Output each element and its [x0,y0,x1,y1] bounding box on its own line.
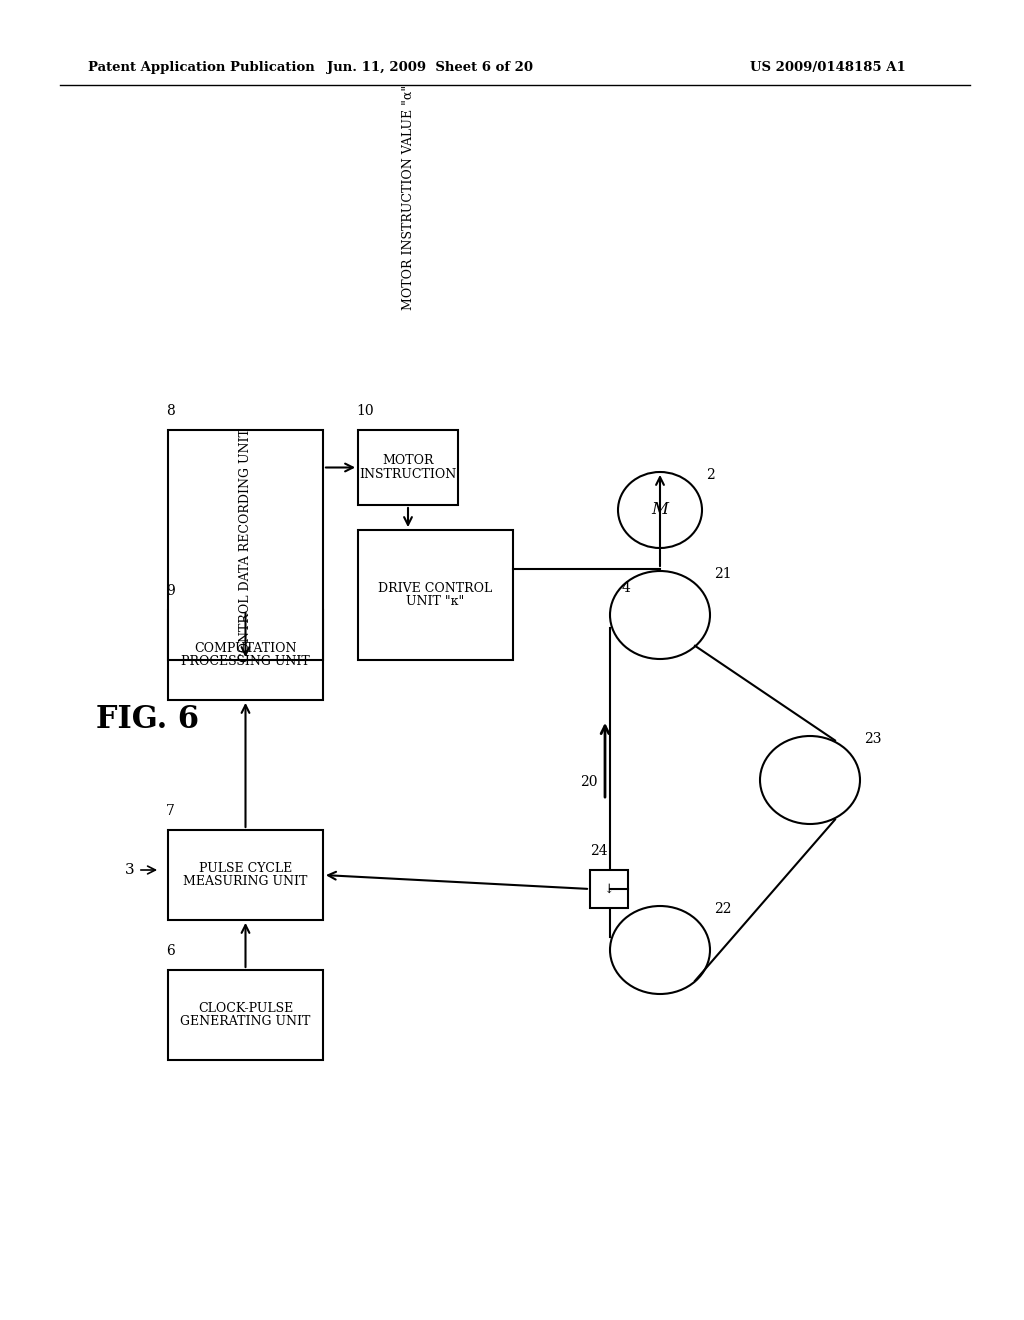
Text: 10: 10 [356,404,374,418]
Text: CLOCK-PULSE: CLOCK-PULSE [198,1002,293,1015]
Text: 4: 4 [622,581,630,595]
Text: 22: 22 [714,902,731,916]
Ellipse shape [610,572,710,659]
Text: US 2009/0148185 A1: US 2009/0148185 A1 [750,62,906,74]
Ellipse shape [760,737,860,824]
Text: FIG. 6: FIG. 6 [96,705,200,735]
Text: 24: 24 [590,843,607,858]
Text: 20: 20 [581,776,598,789]
Text: MOTOR: MOTOR [382,454,434,467]
Text: Jun. 11, 2009  Sheet 6 of 20: Jun. 11, 2009 Sheet 6 of 20 [327,62,534,74]
Text: COMPUTATION: COMPUTATION [195,642,297,655]
Text: 6: 6 [166,944,175,958]
Bar [358,531,513,660]
Text: 7: 7 [166,804,175,818]
Text: DRIVE CONTROL: DRIVE CONTROL [379,582,493,595]
Bar [168,970,323,1060]
Bar [590,870,628,908]
Bar [358,430,458,506]
Text: Patent Application Publication: Patent Application Publication [88,62,314,74]
Text: 8: 8 [166,404,175,418]
Text: 21: 21 [714,568,731,581]
Text: 3: 3 [125,863,135,876]
Text: 2: 2 [706,469,715,482]
Text: INSTRUCTION: INSTRUCTION [359,467,457,480]
Text: M: M [651,502,669,519]
Text: CONTROL DATA RECORDING UNIT: CONTROL DATA RECORDING UNIT [239,428,252,661]
Text: 9: 9 [166,583,175,598]
Bar [168,610,323,700]
Text: 23: 23 [864,733,882,746]
Text: PROCESSING UNIT: PROCESSING UNIT [181,655,310,668]
Bar [168,830,323,920]
Text: MOTOR INSTRUCTION VALUE "α": MOTOR INSTRUCTION VALUE "α" [401,84,415,310]
Text: GENERATING UNIT: GENERATING UNIT [180,1015,310,1028]
Text: UNIT "κ": UNIT "κ" [407,595,465,609]
Text: PULSE CYCLE: PULSE CYCLE [199,862,292,875]
Ellipse shape [618,473,702,548]
Ellipse shape [610,906,710,994]
Text: MEASURING UNIT: MEASURING UNIT [183,875,307,888]
Text: ↓: ↓ [604,883,614,895]
Bar [168,430,323,660]
